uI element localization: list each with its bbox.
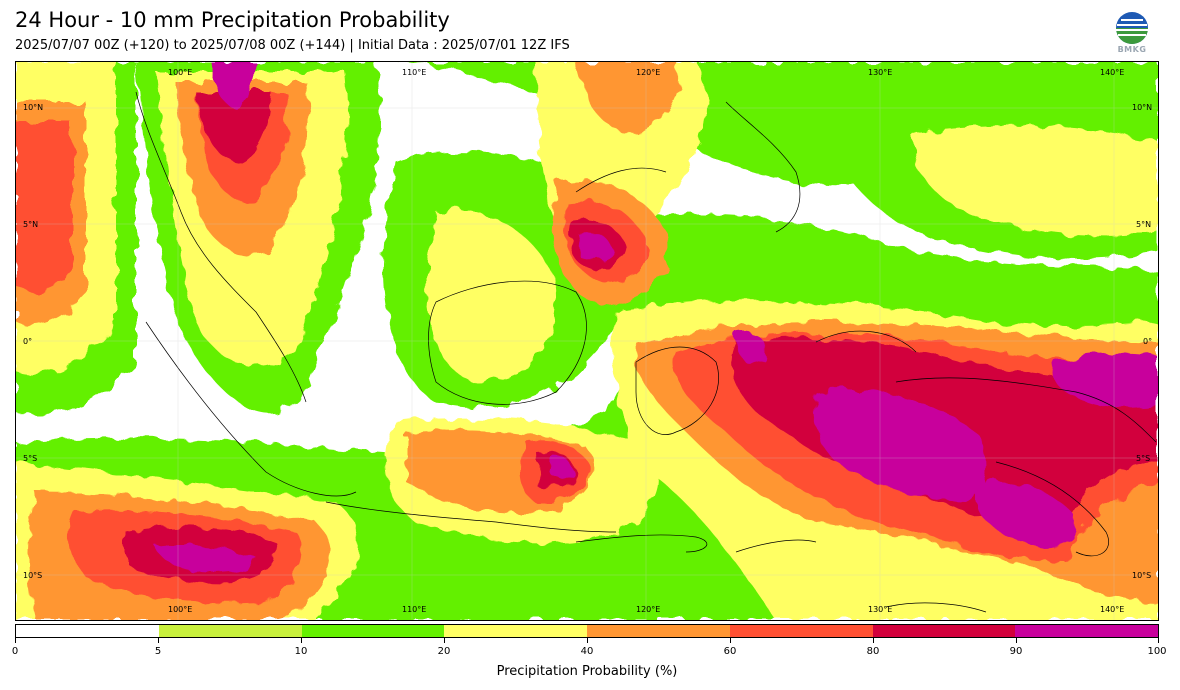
colorbar-tick-label: 40	[580, 646, 594, 657]
probability-contours	[16, 62, 1158, 620]
graticule	[16, 62, 1158, 620]
precipitation-map: 100°E 110°E 120°E 130°E 140°E 100°E 110°…	[15, 61, 1159, 621]
colorbar-tick	[444, 638, 445, 643]
colorbar-tick-label: 0	[11, 646, 19, 657]
lat-label-left: 5°N	[23, 220, 38, 229]
map-canvas: 100°E 110°E 120°E 130°E 140°E 100°E 110°…	[16, 62, 1158, 620]
colorbar-segment	[587, 625, 730, 637]
map-title: 24 Hour - 10 mm Precipitation Probabilit…	[15, 8, 450, 32]
colorbar-tick-label: 60	[723, 646, 737, 657]
colorbar-tick	[301, 638, 302, 643]
lat-label-right: 10°S	[1132, 571, 1151, 580]
lon-label-bottom: 130°E	[868, 605, 892, 614]
colorbar-segment	[729, 625, 873, 637]
colorbar-segment	[872, 625, 1016, 637]
colorbar-tick	[730, 638, 731, 643]
colorbar-title: Precipitation Probability (%)	[496, 664, 678, 679]
colorbar-tick	[1158, 638, 1159, 643]
colorbar-tick-label: 20	[437, 646, 451, 657]
lon-label-bottom: 100°E	[168, 605, 192, 614]
lon-label-bottom: 140°E	[1100, 605, 1124, 614]
lon-label-top: 130°E	[868, 68, 892, 77]
colorbar-segment	[444, 625, 587, 637]
lat-label-left: 10°S	[23, 571, 42, 580]
lat-label-right: 0°	[1143, 337, 1152, 346]
lat-label-left: 5°S	[23, 454, 37, 463]
graticule-labels: 100°E 110°E 120°E 130°E 140°E 100°E 110°…	[23, 68, 1152, 614]
colorbar-segment	[158, 625, 302, 637]
colorbar-segment	[301, 625, 445, 637]
colorbar-tick-label: 90	[1009, 646, 1023, 657]
lat-label-right: 5°S	[1136, 454, 1150, 463]
lon-label-bottom: 120°E	[636, 605, 660, 614]
colorbar-segment	[16, 625, 159, 637]
lon-label-top: 100°E	[168, 68, 192, 77]
colorbar-tick	[158, 638, 159, 643]
lat-label-left: 0°	[23, 337, 32, 346]
map-subtitle: 2025/07/07 00Z (+120) to 2025/07/08 00Z …	[15, 38, 570, 53]
lat-label-right: 10°N	[1132, 103, 1152, 112]
lon-label-top: 140°E	[1100, 68, 1124, 77]
bmkg-logo: BMKG	[1112, 10, 1152, 56]
lat-label-right: 5°N	[1136, 220, 1151, 229]
colorbar-tick-label: 5	[154, 646, 162, 657]
lon-label-bottom: 110°E	[402, 605, 426, 614]
lon-label-top: 120°E	[636, 68, 660, 77]
colorbar-tick	[587, 638, 588, 643]
colorbar-tick	[15, 638, 16, 643]
logo-text: BMKG	[1117, 45, 1147, 54]
colorbar-tick-label: 100	[1147, 646, 1167, 657]
colorbar-tick	[873, 638, 874, 643]
colorbar-tick-label: 80	[866, 646, 880, 657]
colorbar-tick	[1016, 638, 1017, 643]
globe-icon	[1116, 12, 1148, 44]
lat-label-left: 10°N	[23, 103, 43, 112]
colorbar-tick-label: 10	[294, 646, 308, 657]
colorbar-segment	[1015, 625, 1158, 637]
colorbar	[15, 624, 1159, 638]
lon-label-top: 110°E	[402, 68, 426, 77]
